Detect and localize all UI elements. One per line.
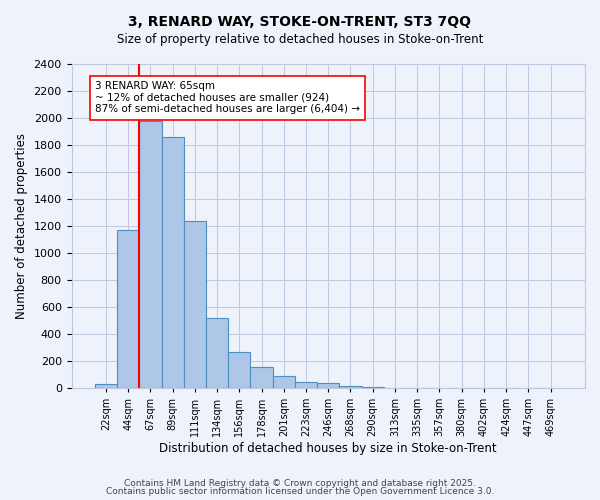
Text: 3, RENARD WAY, STOKE-ON-TRENT, ST3 7QQ: 3, RENARD WAY, STOKE-ON-TRENT, ST3 7QQ [128,15,472,29]
Bar [317,384,340,388]
Y-axis label: Number of detached properties: Number of detached properties [15,133,28,319]
Text: Size of property relative to detached houses in Stoke-on-Trent: Size of property relative to detached ho… [117,32,483,46]
Bar [228,352,250,388]
Bar [250,367,272,388]
X-axis label: Distribution of detached houses by size in Stoke-on-Trent: Distribution of detached houses by size … [160,442,497,455]
Bar [206,318,228,388]
Bar [295,382,317,388]
Bar [184,220,206,388]
Text: Contains public sector information licensed under the Open Government Licence 3.: Contains public sector information licen… [106,487,494,496]
Text: Contains HM Land Registry data © Crown copyright and database right 2025.: Contains HM Land Registry data © Crown c… [124,478,476,488]
Bar [139,120,161,388]
Bar [340,386,362,388]
Bar [117,230,139,388]
Bar [95,384,117,388]
Text: 3 RENARD WAY: 65sqm
~ 12% of detached houses are smaller (924)
87% of semi-detac: 3 RENARD WAY: 65sqm ~ 12% of detached ho… [95,81,360,114]
Bar [272,376,295,388]
Bar [161,137,184,388]
